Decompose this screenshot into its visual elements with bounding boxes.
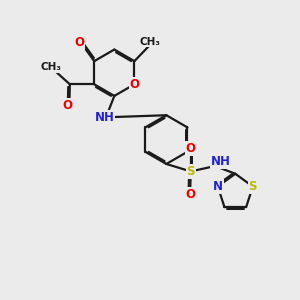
Text: O: O [186,142,196,155]
Text: O: O [74,36,84,49]
Text: NH: NH [211,155,231,168]
Text: S: S [187,165,195,178]
Text: O: O [63,99,73,112]
Text: O: O [129,78,140,91]
Text: O: O [185,188,195,201]
Text: NH: NH [94,111,115,124]
Text: CH₃: CH₃ [41,62,62,72]
Text: S: S [249,180,257,193]
Text: CH₃: CH₃ [140,37,160,46]
Text: N: N [213,180,223,193]
